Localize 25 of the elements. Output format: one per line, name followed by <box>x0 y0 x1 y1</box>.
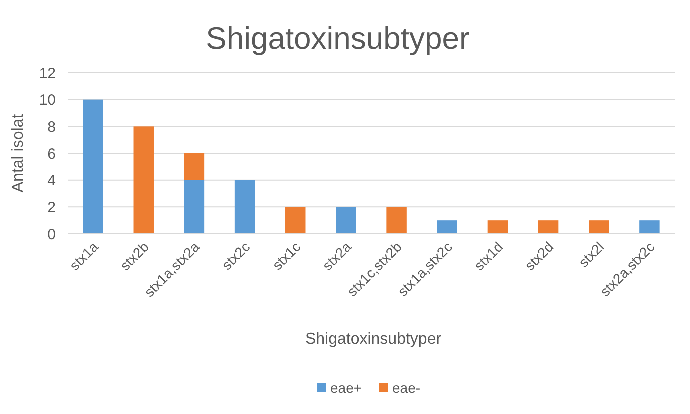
y-axis-title: Antal isolat <box>10 114 27 193</box>
y-tick-label: 12 <box>39 65 56 82</box>
bar <box>538 220 559 234</box>
bar <box>589 220 610 234</box>
chart-title: Shigatoxinsubtyper <box>206 21 470 56</box>
bar <box>83 100 104 234</box>
y-tick-label: 6 <box>48 146 56 163</box>
bar <box>437 220 458 234</box>
y-tick-label: 10 <box>39 92 56 110</box>
y-tick-label: 4 <box>48 172 56 190</box>
bar <box>488 220 508 234</box>
y-tick-label: 0 <box>48 226 56 244</box>
bar <box>386 207 407 234</box>
bar <box>286 207 306 234</box>
y-tick-label: 8 <box>48 118 56 136</box>
bar <box>640 220 660 234</box>
y-tick-label: 2 <box>48 199 56 216</box>
bar <box>234 180 256 234</box>
x-axis-title: Shigatoxinsubtyper <box>305 331 442 348</box>
bar <box>336 207 356 234</box>
legend-label: eae- <box>392 380 421 396</box>
bar <box>184 180 205 234</box>
bar <box>134 126 154 234</box>
bar <box>184 154 205 180</box>
legend-label: eae+ <box>330 380 362 396</box>
